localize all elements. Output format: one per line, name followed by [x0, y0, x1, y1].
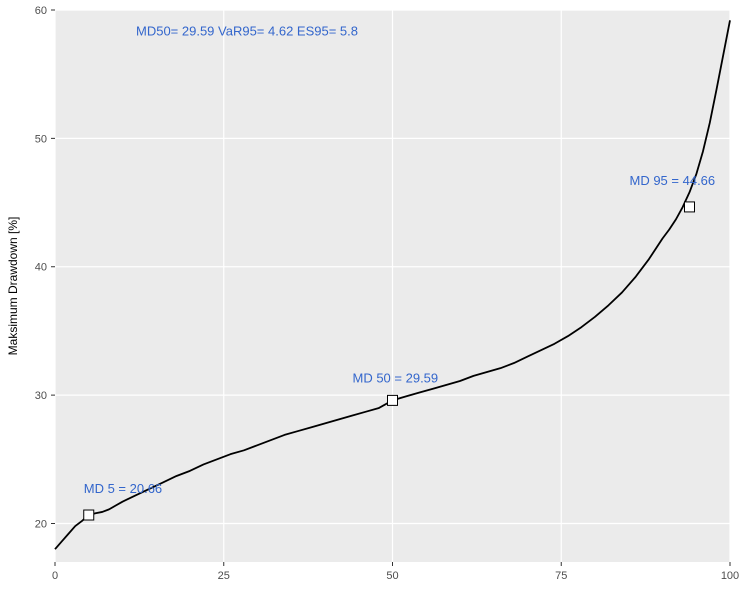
- y-tick-label: 40: [35, 262, 47, 274]
- x-tick-label: 0: [52, 570, 58, 582]
- y-tick-label: 20: [35, 518, 47, 530]
- y-axis-label: Maksimum Drawdown [%]: [6, 217, 20, 356]
- percentile-annotation: MD 5 = 20.66: [84, 481, 162, 496]
- y-tick-label: 50: [35, 133, 47, 145]
- chart-svg: 0 25 50 75 100 20 30 40 50 60 Maksimum Drawdown [%…: [0, 0, 740, 597]
- x-tick-label: 25: [218, 570, 230, 582]
- percentile-annotation: MD 95 = 44.66: [630, 173, 716, 188]
- x-tick-label: 75: [555, 570, 567, 582]
- y-tick-label: 30: [35, 390, 47, 402]
- percentile-marker: [388, 395, 398, 405]
- percentile-annotation: MD 50 = 29.59: [353, 370, 439, 385]
- percentile-marker: [685, 202, 695, 212]
- summary-annotation: MD50= 29.59 VaR95= 4.62 ES95= 5.8: [136, 24, 358, 39]
- x-tick-label: 50: [386, 570, 398, 582]
- drawdown-chart: 0 25 50 75 100 20 30 40 50 60 Maksimum Drawdown [%…: [0, 0, 740, 597]
- y-tick-label: 60: [35, 5, 47, 17]
- x-tick-label: 100: [721, 570, 739, 582]
- percentile-marker: [84, 510, 94, 520]
